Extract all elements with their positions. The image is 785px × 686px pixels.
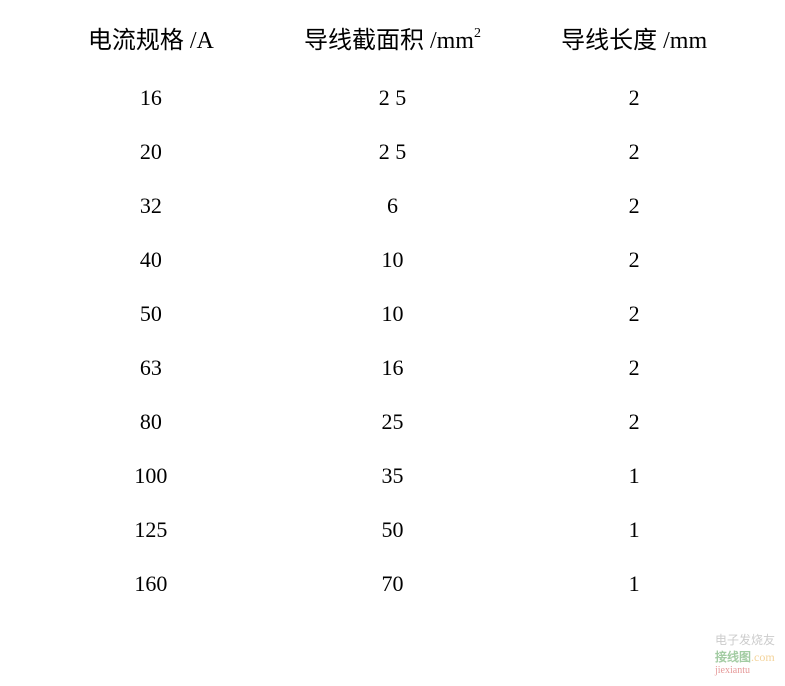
cell-length: 1 [515, 571, 754, 597]
cell-length: 2 [515, 193, 754, 219]
cell-length: 2 [515, 409, 754, 435]
header-current: 电流规格 /A [31, 20, 270, 55]
watermark-line2: 接线图.com [715, 648, 775, 665]
header-area: 导线截面积 /mm2 [273, 20, 512, 55]
cell-current: 40 [31, 247, 270, 273]
watermark-line1: 电子发烧友 [715, 631, 775, 648]
cell-current: 80 [31, 409, 270, 435]
cell-area: 6 [273, 193, 512, 219]
table-row: 20 2 5 2 [30, 139, 755, 165]
cell-current: 100 [31, 463, 270, 489]
table-row: 125 50 1 [30, 517, 755, 543]
cell-current: 63 [31, 355, 270, 381]
cell-area: 35 [273, 463, 512, 489]
cell-length: 2 [515, 139, 754, 165]
cell-current: 50 [31, 301, 270, 327]
header-length: 导线长度 /mm [515, 20, 754, 55]
cell-current: 160 [31, 571, 270, 597]
cell-area: 16 [273, 355, 512, 381]
cell-area: 10 [273, 301, 512, 327]
table-row: 80 25 2 [30, 409, 755, 435]
table-row: 16 2 5 2 [30, 85, 755, 111]
specification-table: 电流规格 /A 导线截面积 /mm2 导线长度 /mm 16 2 5 2 20 … [0, 0, 785, 645]
cell-current: 16 [31, 85, 270, 111]
cell-length: 2 [515, 355, 754, 381]
cell-area: 2 5 [273, 85, 512, 111]
cell-area: 2 5 [273, 139, 512, 165]
cell-area: 70 [273, 571, 512, 597]
cell-area: 25 [273, 409, 512, 435]
cell-length: 1 [515, 517, 754, 543]
cell-area: 10 [273, 247, 512, 273]
table-header-row: 电流规格 /A 导线截面积 /mm2 导线长度 /mm [30, 20, 755, 55]
watermark: 电子发烧友 接线图.com jiexiantu [715, 631, 775, 676]
cell-current: 32 [31, 193, 270, 219]
cell-length: 2 [515, 247, 754, 273]
table-row: 40 10 2 [30, 247, 755, 273]
table-row: 100 35 1 [30, 463, 755, 489]
cell-length: 1 [515, 463, 754, 489]
cell-area: 50 [273, 517, 512, 543]
table-row: 32 6 2 [30, 193, 755, 219]
watermark-sub: jiexiantu [715, 665, 775, 676]
cell-length: 2 [515, 85, 754, 111]
table-row: 63 16 2 [30, 355, 755, 381]
cell-length: 2 [515, 301, 754, 327]
cell-current: 125 [31, 517, 270, 543]
table-row: 160 70 1 [30, 571, 755, 597]
cell-current: 20 [31, 139, 270, 165]
table-row: 50 10 2 [30, 301, 755, 327]
